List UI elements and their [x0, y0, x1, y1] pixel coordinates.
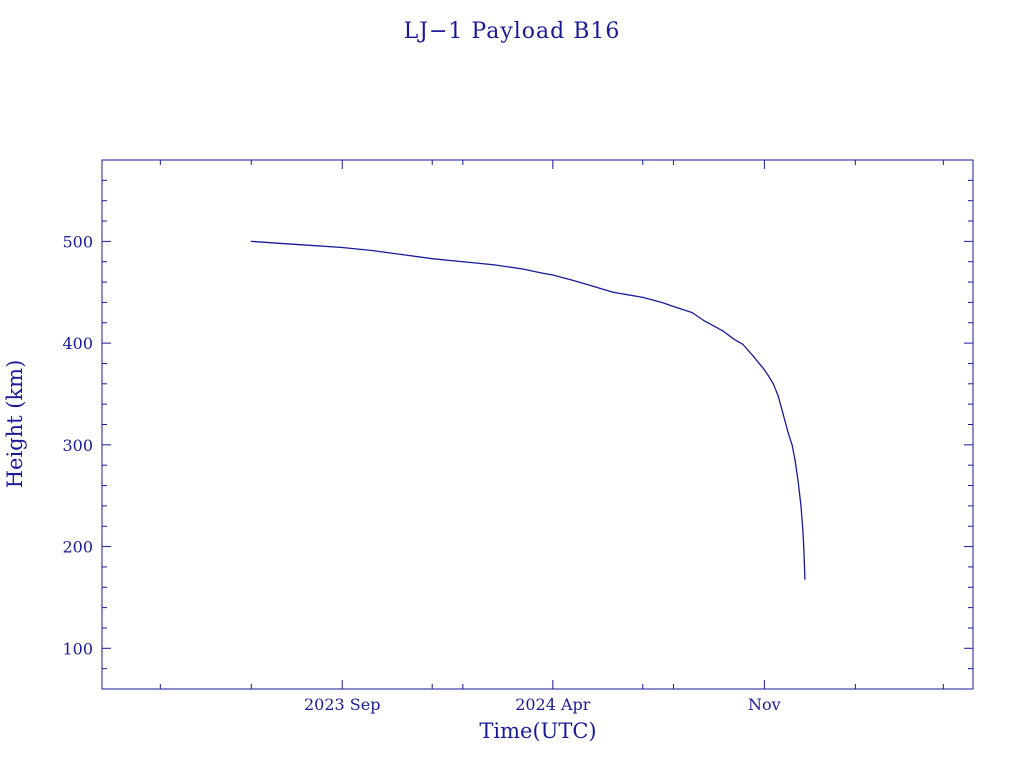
data-point: [733, 338, 735, 340]
data-point: [782, 413, 784, 415]
y-tick-label: 500: [62, 232, 93, 251]
x-axis-ticks: [159, 160, 944, 689]
data-point: [581, 282, 584, 284]
data-point: [791, 444, 793, 446]
y-axis-tick-labels: 100 200 300 400 500: [62, 232, 93, 658]
x-tick-label: 2023 Sep: [304, 695, 380, 714]
data-point: [800, 505, 802, 507]
y-tick-label: 400: [62, 334, 93, 353]
data-point: [691, 311, 693, 314]
data-point: [742, 343, 744, 345]
y-tick-label: 200: [62, 538, 93, 557]
y-axis-label: Height (km): [3, 360, 27, 489]
data-point: [772, 383, 774, 385]
data-point: [797, 479, 799, 482]
data-point: [794, 459, 796, 461]
height-series-points: [250, 240, 806, 580]
y-tick-label: 100: [62, 639, 93, 658]
data-point: [767, 375, 769, 377]
data-point: [804, 578, 806, 580]
data-point: [803, 551, 805, 553]
data-point: [250, 240, 252, 242]
data-point: [672, 305, 675, 308]
data-point: [751, 354, 754, 356]
data-point: [401, 254, 404, 256]
data-point: [540, 272, 542, 274]
data-point: [462, 261, 464, 263]
data-point: [612, 291, 614, 293]
x-tick-label: 2024 Apr: [515, 695, 591, 714]
y-axis-ticks: [102, 159, 973, 690]
data-point: [571, 279, 573, 281]
data-point: [642, 296, 644, 298]
data-point: [552, 274, 554, 276]
x-axis-tick-labels: 2023 Sep 2024 Apr Nov: [304, 695, 781, 714]
data-point: [280, 242, 282, 245]
data-point: [660, 301, 663, 304]
data-point: [802, 530, 804, 532]
data-point: [341, 246, 343, 249]
x-axis-label: Time(UTC): [479, 719, 596, 743]
y-tick-label: 300: [62, 436, 93, 455]
data-point: [762, 367, 765, 370]
data-point: [777, 395, 779, 397]
data-point: [787, 432, 789, 434]
data-point: [703, 320, 705, 322]
data-point: [371, 249, 373, 252]
data-point: [722, 330, 724, 332]
data-point: [431, 258, 433, 260]
data-point: [521, 268, 523, 270]
data-point: [310, 244, 313, 247]
data-point: [492, 264, 495, 266]
chart-title: LJ−1 Payload B16: [404, 19, 621, 44]
x-tick-label: Nov: [748, 695, 781, 714]
